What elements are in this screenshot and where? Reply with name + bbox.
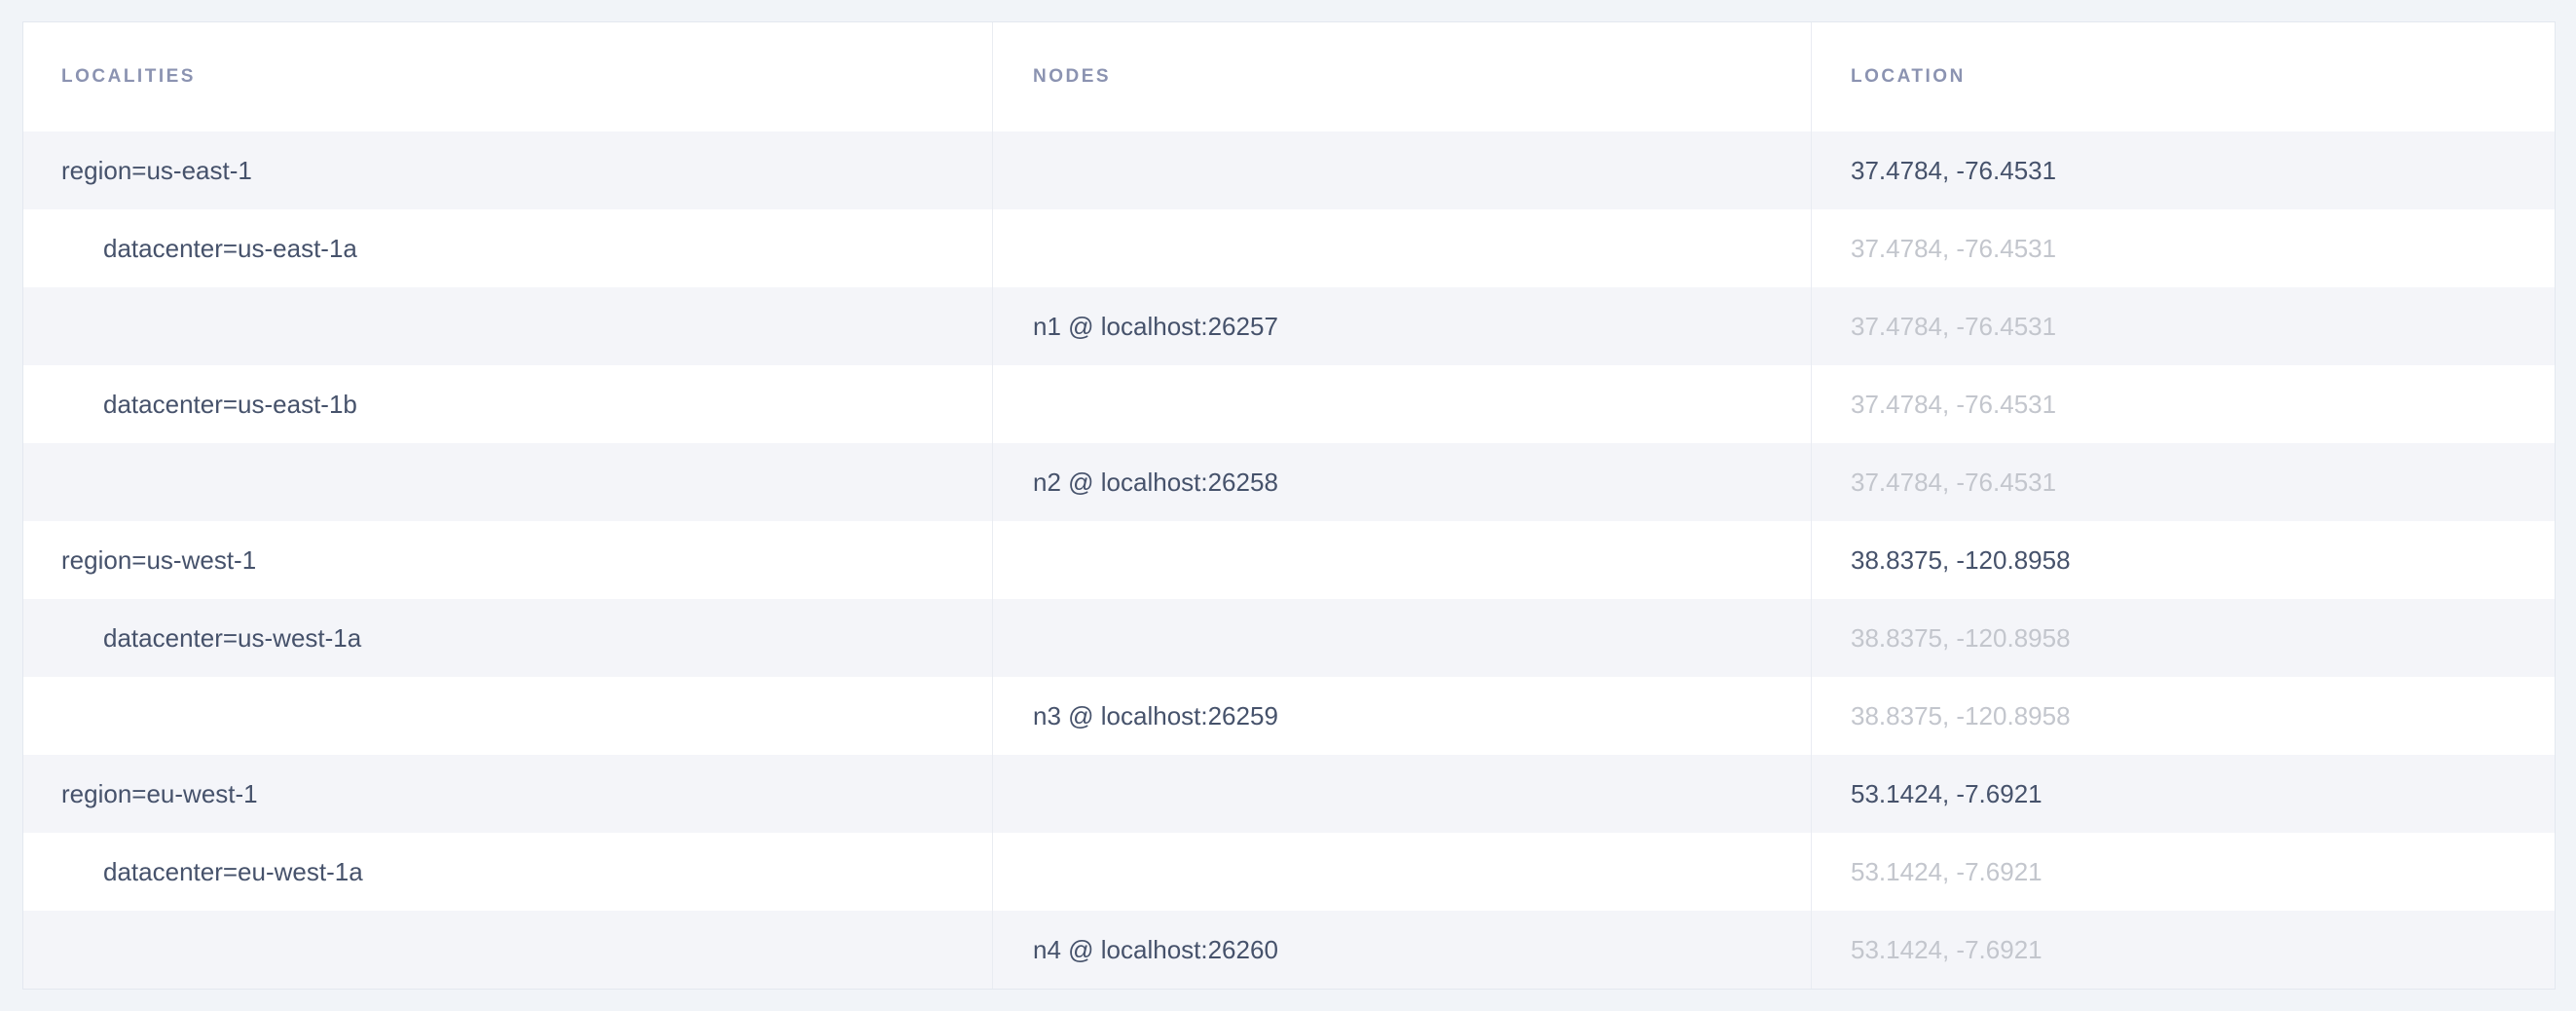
table-row: datacenter=us-west-1a 38.8375, -120.8958 — [23, 599, 2555, 677]
locality-cell — [23, 443, 993, 521]
localities-table: LOCALITIES NODES LOCATION region=us-east… — [22, 21, 2556, 990]
locality-cell: datacenter=us-west-1a — [23, 599, 993, 677]
table-body: region=us-east-1 37.4784, -76.4531 datac… — [23, 131, 2555, 989]
column-header-nodes: NODES — [993, 22, 1812, 131]
node-cell: n3 @ localhost:26259 — [993, 677, 1812, 755]
locality-cell: datacenter=us-east-1b — [23, 365, 993, 443]
table-row: datacenter=us-east-1b 37.4784, -76.4531 — [23, 365, 2555, 443]
location-cell: 38.8375, -120.8958 — [1851, 622, 2071, 653]
node-cell — [993, 599, 1812, 677]
column-header-location: LOCATION — [1851, 66, 1966, 87]
table-row: datacenter=eu-west-1a 53.1424, -7.6921 — [23, 833, 2555, 911]
locality-cell: region=us-west-1 — [23, 521, 993, 599]
location-cell: 53.1424, -7.6921 — [1851, 856, 2042, 886]
table-row: n4 @ localhost:26260 53.1424, -7.6921 — [23, 911, 2555, 989]
node-cell — [993, 755, 1812, 833]
locality-cell: region=eu-west-1 — [23, 755, 993, 833]
location-cell: 37.4784, -76.4531 — [1851, 311, 2057, 341]
node-cell — [993, 521, 1812, 599]
node-cell — [993, 365, 1812, 443]
locality-cell — [23, 287, 993, 365]
table-row: datacenter=us-east-1a 37.4784, -76.4531 — [23, 209, 2555, 287]
location-cell: 37.4784, -76.4531 — [1851, 233, 2057, 263]
table-row: n2 @ localhost:26258 37.4784, -76.4531 — [23, 443, 2555, 521]
location-cell: 53.1424, -7.6921 — [1851, 778, 2042, 808]
table-header-row: LOCALITIES NODES LOCATION — [23, 22, 2555, 131]
node-cell: n1 @ localhost:26257 — [993, 287, 1812, 365]
column-header-localities: LOCALITIES — [23, 22, 993, 131]
location-cell: 37.4784, -76.4531 — [1851, 467, 2057, 497]
location-cell: 38.8375, -120.8958 — [1851, 700, 2071, 730]
table-row: n3 @ localhost:26259 38.8375, -120.8958 — [23, 677, 2555, 755]
node-cell — [993, 833, 1812, 911]
node-cell — [993, 209, 1812, 287]
location-cell: 37.4784, -76.4531 — [1851, 389, 2057, 419]
node-cell: n2 @ localhost:26258 — [993, 443, 1812, 521]
table-row: region=us-east-1 37.4784, -76.4531 — [23, 131, 2555, 209]
table-row: region=eu-west-1 53.1424, -7.6921 — [23, 755, 2555, 833]
location-cell: 38.8375, -120.8958 — [1851, 544, 2071, 575]
locality-cell: datacenter=eu-west-1a — [23, 833, 993, 911]
location-cell: 53.1424, -7.6921 — [1851, 934, 2042, 964]
node-cell — [993, 131, 1812, 209]
locality-cell: region=us-east-1 — [23, 131, 993, 209]
locality-cell — [23, 911, 993, 989]
table-row: n1 @ localhost:26257 37.4784, -76.4531 — [23, 287, 2555, 365]
locality-cell — [23, 677, 993, 755]
node-cell: n4 @ localhost:26260 — [993, 911, 1812, 989]
location-cell: 37.4784, -76.4531 — [1851, 155, 2057, 185]
table-row: region=us-west-1 38.8375, -120.8958 — [23, 521, 2555, 599]
locality-cell: datacenter=us-east-1a — [23, 209, 993, 287]
